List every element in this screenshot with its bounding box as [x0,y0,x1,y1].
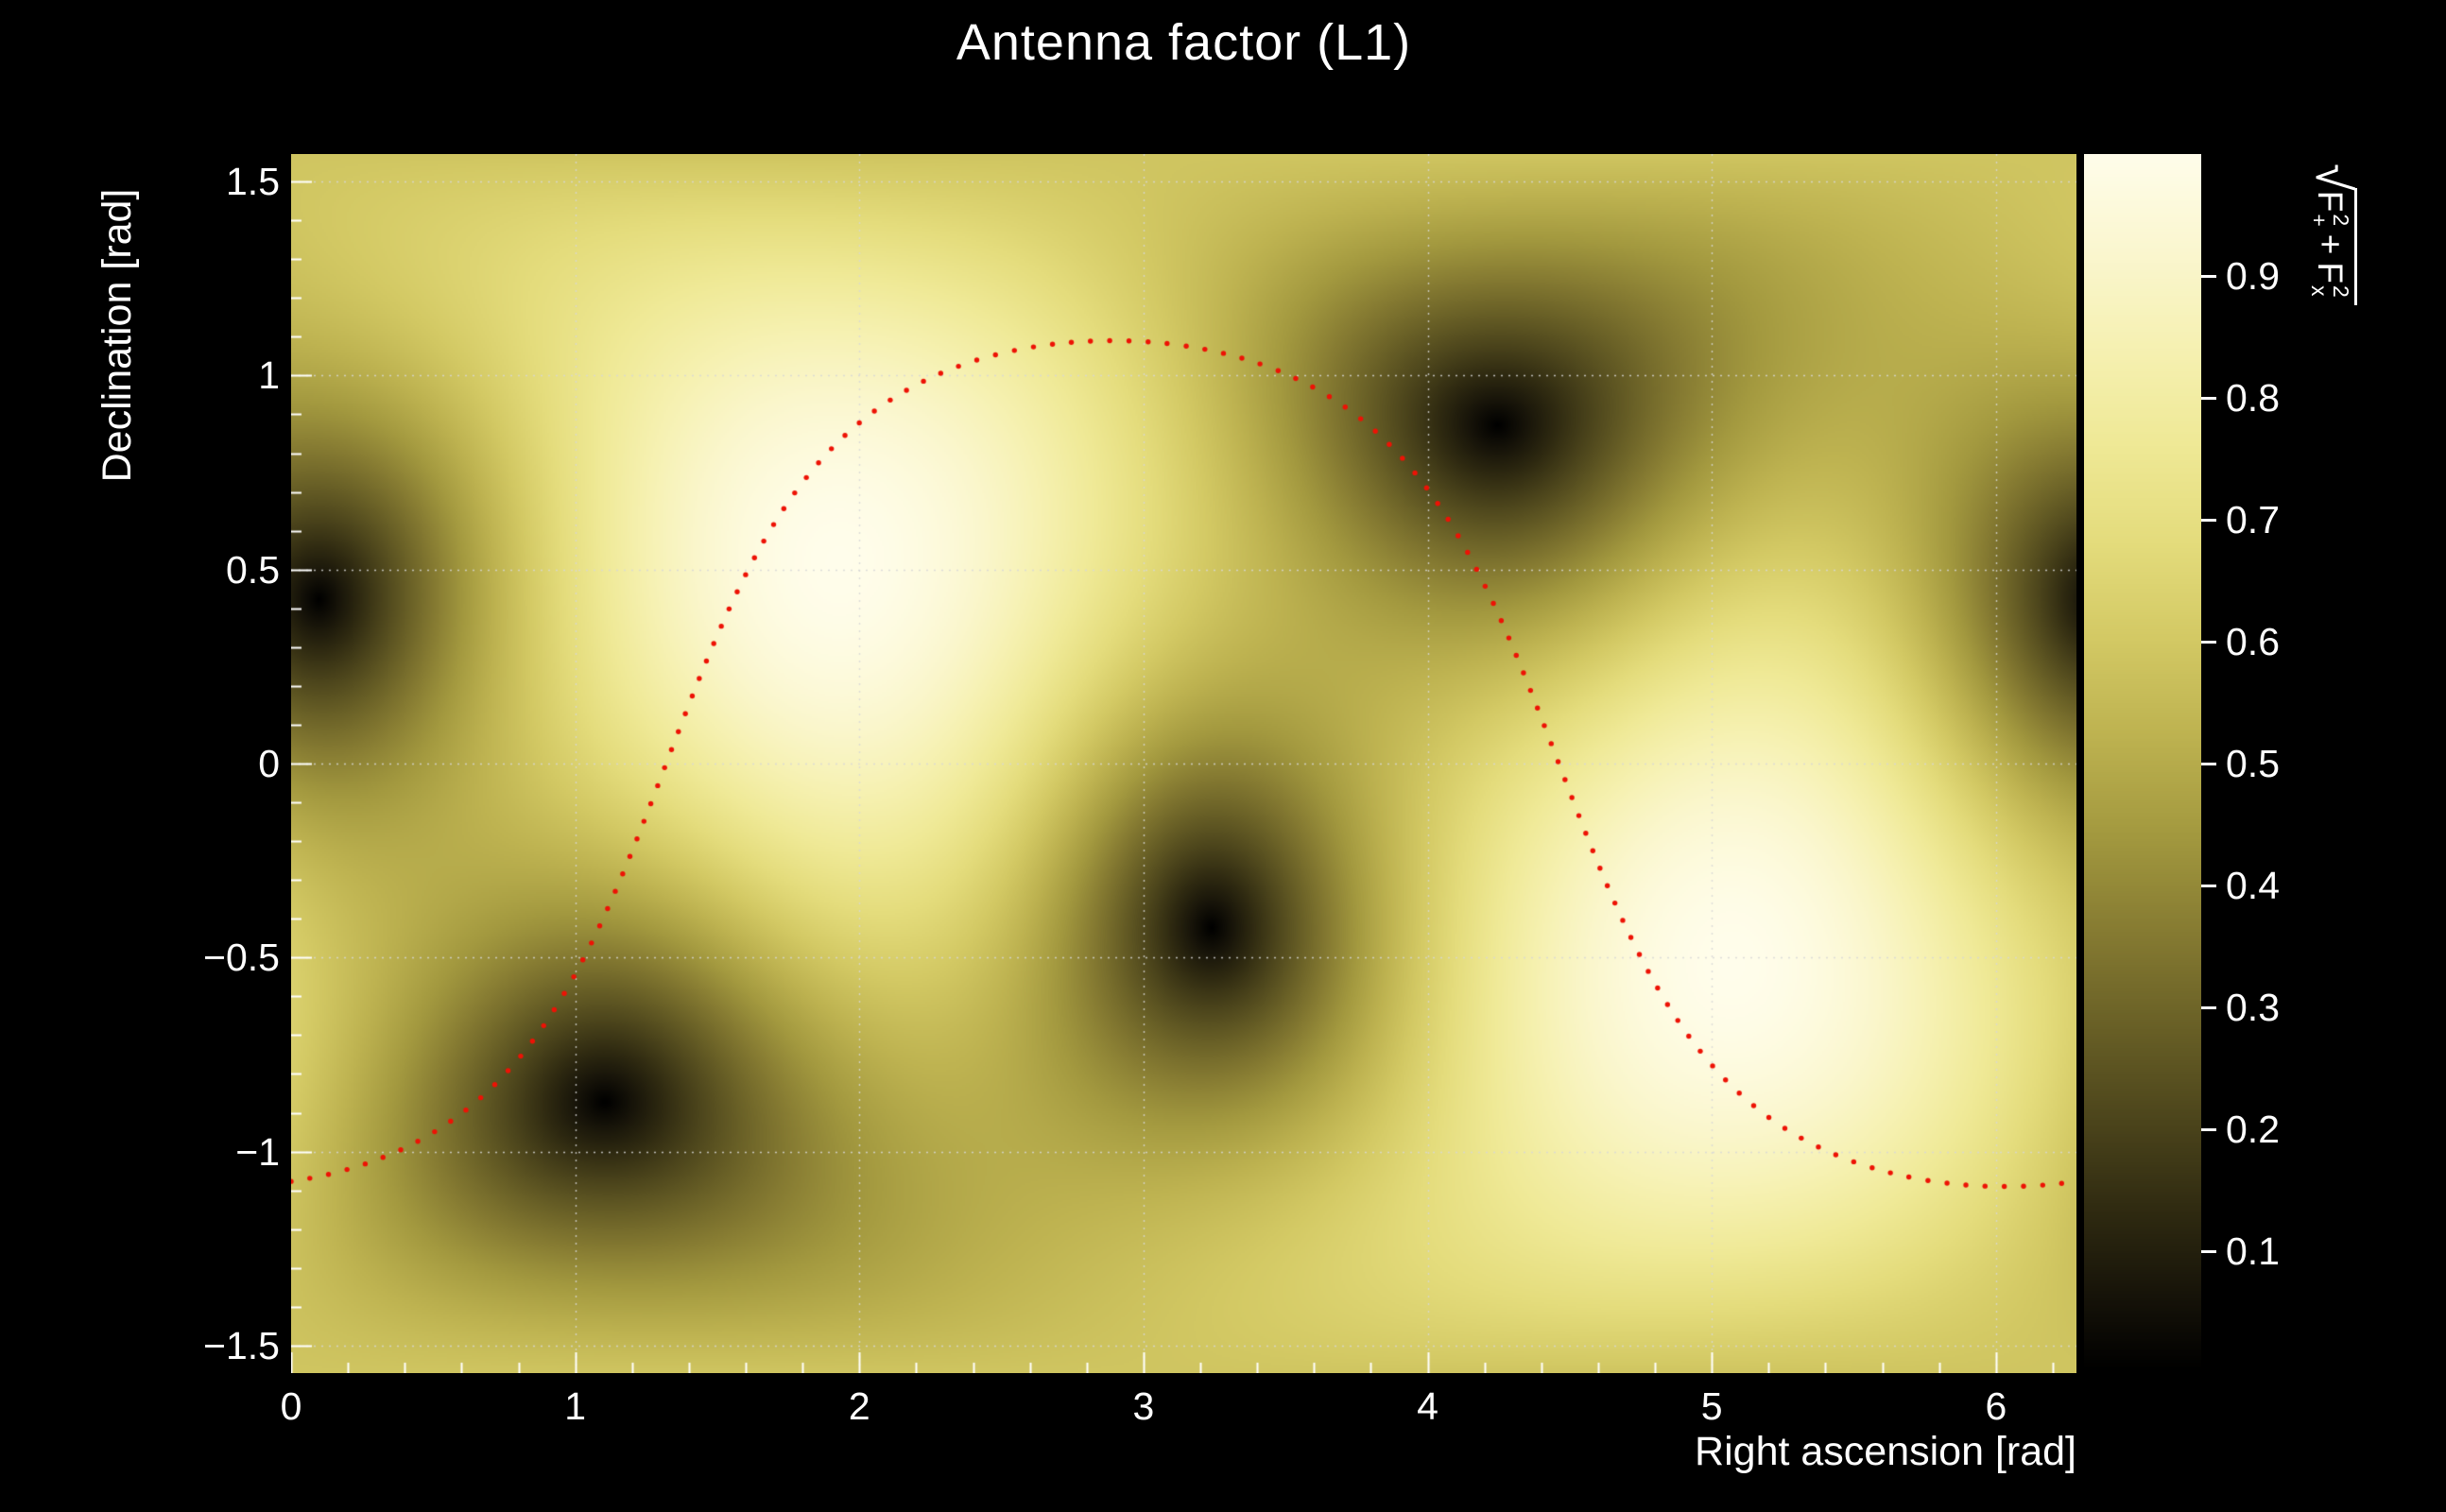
grid-overlay-canvas [291,154,2076,1373]
colorbar-tick-label: 0.2 [2226,1108,2280,1151]
x-tick-label: 6 [1985,1384,2007,1428]
chart-title: Antenna factor (L1) [956,14,1412,71]
x-axis-title: Right ascension [rad] [1695,1429,2076,1474]
x-tick-label: 0 [280,1384,302,1428]
colorbar-tick-label: 0.1 [2226,1229,2280,1273]
colorbar-tick-label: 0.9 [2226,254,2280,298]
y-tick-label: 0.5 [226,547,280,592]
colorbar-tick-label: 0.4 [2226,864,2280,907]
y-tick-label: 1.5 [226,160,280,204]
colorbar-tick [2201,519,2216,522]
x-tick-label: 1 [564,1384,587,1428]
colorbar-tick [2201,885,2216,887]
sqrt-symbol: √ [2305,163,2360,191]
x-tick-label: 2 [848,1384,870,1428]
f-plus-sup: 2 [2329,214,2354,227]
f-plus-scripts: 2 + [2307,214,2354,227]
f-plus-sub: + [2307,214,2332,227]
x-tick-label: 4 [1417,1384,1438,1428]
colorbar-tick-label: 0.7 [2226,498,2280,541]
plus-sign: + [2311,233,2350,255]
f-plus-base: F [2311,190,2350,213]
y-tick-label: −1 [235,1129,280,1174]
colorbar-tick [2201,1250,2216,1253]
y-tick-label: −0.5 [203,936,280,980]
colorbar-tick-label: 0.6 [2226,620,2280,663]
colorbar-tick [2201,641,2216,644]
x-tick-label: 5 [1700,1384,1723,1428]
colorbar-tick [2201,397,2216,400]
colorbar-tick [2201,763,2216,765]
colorbar-tick-label: 0.5 [2226,742,2280,785]
y-tick-label: 1 [258,353,280,398]
colorbar-gradient [2084,154,2201,1373]
y-tick-label: 0 [258,742,280,785]
colorbar-tick-label: 0.3 [2226,986,2280,1029]
y-tick-label: −1.5 [203,1323,280,1367]
colorbar-title: √ F 2 + + F 2 x [2305,93,2360,376]
colorbar-tick-label: 0.8 [2226,376,2280,420]
colorbar-tick [2201,275,2216,278]
colorbar-tick [2201,1128,2216,1131]
f-plus-term: F 2 + [2307,190,2354,227]
colorbar-tick [2201,1006,2216,1009]
x-tick-label: 3 [1132,1384,1155,1428]
y-axis-title: Declination [rad] [95,188,140,483]
